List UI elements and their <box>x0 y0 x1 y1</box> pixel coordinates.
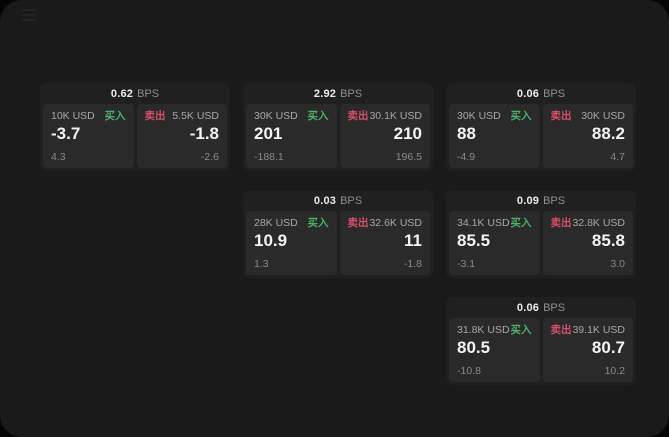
buy-quote-panel[interactable]: 30K USD 买入 88 -4.9 <box>449 104 540 168</box>
buy-change: -188.1 <box>254 151 284 163</box>
spread-unit: BPS <box>340 87 363 100</box>
buy-side-tag: 买入 <box>307 110 329 122</box>
sell-side-tag: 卖出 <box>144 110 166 122</box>
sell-size: 5.5K USD <box>172 110 219 122</box>
buy-size: 31.8K USD <box>457 324 510 336</box>
sell-side-tag: 卖出 <box>550 217 572 229</box>
spread-unit: BPS <box>340 194 363 207</box>
quote-card: 0.03 BPS 28K USD 买入 10.9 1.3 卖出 32.6K US… <box>243 190 433 278</box>
sell-quote-panel[interactable]: 卖出 32.6K USD 11 -1.8 <box>339 211 430 275</box>
sell-price: 85.8 <box>591 231 625 250</box>
sell-change: 10.2 <box>604 365 625 377</box>
buy-price: 80.5 <box>457 338 491 357</box>
card-header: 0.06 BPS <box>449 83 633 104</box>
sell-change: 3.0 <box>610 258 625 270</box>
spread-unit: BPS <box>543 87 566 100</box>
sell-size: 32.6K USD <box>369 217 422 229</box>
sell-size: 32.8K USD <box>572 217 625 229</box>
buy-side-tag: 买入 <box>510 217 532 229</box>
buy-price: 10.9 <box>254 231 288 250</box>
sell-quote-panel[interactable]: 卖出 5.5K USD -1.8 -2.6 <box>136 104 227 168</box>
buy-size: 28K USD <box>254 217 298 229</box>
spread-unit: BPS <box>543 301 566 314</box>
sell-price: 210 <box>393 124 422 143</box>
spread-value: 0.06 <box>516 87 540 100</box>
card-header: 0.09 BPS <box>449 190 633 211</box>
sell-side-tag: 卖出 <box>550 110 572 122</box>
quote-card: 0.09 BPS 34.1K USD 买入 85.5 -3.1 卖出 32.8K… <box>446 190 636 278</box>
card-header: 0.06 BPS <box>449 297 633 318</box>
spread-value: 0.06 <box>516 301 540 314</box>
buy-quote-panel[interactable]: 28K USD 买入 10.9 1.3 <box>246 211 337 275</box>
card-header: 2.92 BPS <box>246 83 430 104</box>
buy-price: -3.7 <box>51 124 81 143</box>
sell-price: 88.2 <box>591 124 625 143</box>
buy-quote-panel[interactable]: 30K USD 买入 201 -188.1 <box>246 104 337 168</box>
buy-change: 4.3 <box>51 151 66 163</box>
quote-card: 2.92 BPS 30K USD 买入 201 -188.1 卖出 30.1K … <box>243 83 433 171</box>
buy-size: 30K USD <box>457 110 501 122</box>
buy-quote-panel[interactable]: 31.8K USD 买入 80.5 -10.8 <box>449 318 540 382</box>
spread-value: 2.92 <box>313 87 337 100</box>
buy-size: 34.1K USD <box>457 217 510 229</box>
sell-change: -1.8 <box>403 258 422 270</box>
buy-size: 30K USD <box>254 110 298 122</box>
sell-price: 11 <box>404 231 422 250</box>
buy-size: 10K USD <box>51 110 95 122</box>
sell-price: 80.7 <box>591 338 625 357</box>
buy-change: -3.1 <box>457 258 476 270</box>
spread-value: 0.62 <box>110 87 134 100</box>
sell-size: 39.1K USD <box>572 324 625 336</box>
sell-quote-panel[interactable]: 卖出 39.1K USD 80.7 10.2 <box>542 318 633 382</box>
sell-quote-panel[interactable]: 卖出 30.1K USD 210 196.5 <box>339 104 430 168</box>
buy-quote-panel[interactable]: 34.1K USD 买入 85.5 -3.1 <box>449 211 540 275</box>
buy-side-tag: 买入 <box>510 324 532 336</box>
spread-unit: BPS <box>137 87 160 100</box>
sell-side-tag: 卖出 <box>347 110 369 122</box>
card-header: 0.62 BPS <box>43 83 227 104</box>
sell-price: -1.8 <box>189 124 219 143</box>
sell-side-tag: 卖出 <box>347 217 369 229</box>
buy-side-tag: 买入 <box>307 217 329 229</box>
sell-quote-panel[interactable]: 卖出 32.8K USD 85.8 3.0 <box>542 211 633 275</box>
sell-change: -2.6 <box>200 151 219 163</box>
buy-change: -10.8 <box>457 365 481 377</box>
buy-change: 1.3 <box>254 258 269 270</box>
quote-card: 0.06 BPS 30K USD 买入 88 -4.9 卖出 30K USD 8… <box>446 83 636 171</box>
menu-icon[interactable] <box>22 9 36 21</box>
spread-unit: BPS <box>543 194 566 207</box>
sell-quote-panel[interactable]: 卖出 30K USD 88.2 4.7 <box>542 104 633 168</box>
sell-change: 196.5 <box>395 151 422 163</box>
sell-side-tag: 卖出 <box>550 324 572 336</box>
sell-size: 30.1K USD <box>369 110 422 122</box>
buy-change: -4.9 <box>457 151 476 163</box>
buy-side-tag: 买入 <box>510 110 532 122</box>
quote-card: 0.06 BPS 31.8K USD 买入 80.5 -10.8 卖出 39.1… <box>446 297 636 385</box>
buy-price: 85.5 <box>457 231 491 250</box>
sell-size: 30K USD <box>581 110 625 122</box>
spread-value: 0.03 <box>313 194 337 207</box>
buy-quote-panel[interactable]: 10K USD 买入 -3.7 4.3 <box>43 104 134 168</box>
spread-value: 0.09 <box>516 194 540 207</box>
buy-side-tag: 买入 <box>104 110 126 122</box>
buy-price: 88 <box>457 124 476 143</box>
sell-change: 4.7 <box>610 151 625 163</box>
card-header: 0.03 BPS <box>246 190 430 211</box>
buy-price: 201 <box>254 124 283 143</box>
quote-card: 0.62 BPS 10K USD 买入 -3.7 4.3 卖出 5.5K USD… <box>40 83 230 171</box>
